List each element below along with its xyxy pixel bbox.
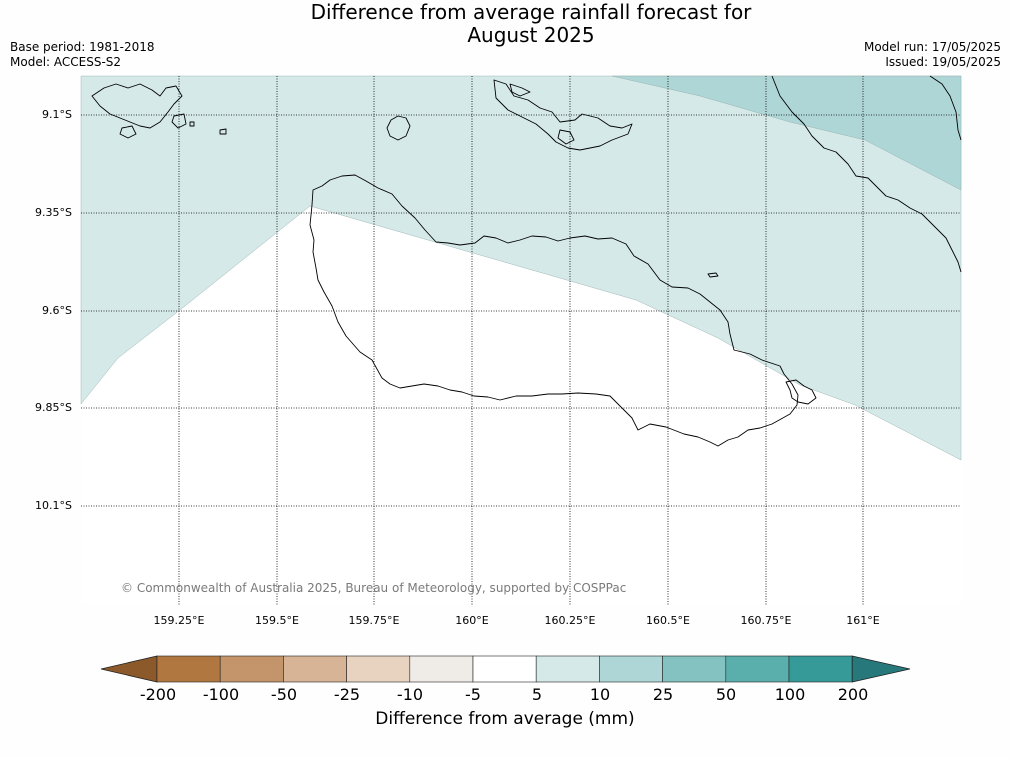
colorbar-title: Difference from average (mm) — [375, 709, 635, 729]
islet-east — [785, 379, 817, 405]
russell-islands — [91, 83, 183, 129]
colorbar-tick-label: -200 — [139, 685, 177, 704]
colorbar-segment — [219, 655, 284, 683]
russell-small-4 — [219, 128, 227, 135]
florida-islands — [493, 79, 633, 151]
lon-label: 160°E — [455, 614, 489, 627]
lat-label: 9.35°S — [35, 206, 72, 219]
lon-label: 161°E — [846, 614, 880, 627]
lon-label: 159.5°E — [255, 614, 299, 627]
anomaly-zone-10-25 — [611, 75, 962, 191]
colorbar-segment — [662, 655, 727, 683]
coastlines — [91, 75, 962, 447]
lon-label: 160.25°E — [544, 614, 596, 627]
colorbar-tick-label: 50 — [715, 685, 737, 704]
russell-small-3 — [189, 121, 195, 127]
map-title-line1: Difference from average rainfall forecas… — [310, 0, 752, 24]
colorbar-segment — [725, 655, 790, 683]
colorbar-segment — [535, 655, 600, 683]
meta-left: Base period: 1981-2018 Model: ACCESS-S2 — [10, 40, 155, 70]
lon-label: 159.75°E — [348, 614, 400, 627]
guadalcanal-island — [309, 174, 799, 447]
colorbar-tick-label: -10 — [396, 685, 424, 704]
nggela-islets — [509, 83, 575, 145]
model-name: Model: ACCESS-S2 — [10, 55, 122, 69]
lat-label: 10.1°S — [35, 499, 72, 512]
issued-date: Issued: 19/05/2025 — [885, 55, 1001, 69]
lat-label: 9.1°S — [42, 108, 72, 121]
lon-label: 160.75°E — [740, 614, 792, 627]
colorbar-segment — [283, 655, 347, 683]
malaita-north — [929, 75, 962, 141]
lon-label: 160.5°E — [646, 614, 690, 627]
colorbar-tick-label: 200 — [837, 685, 869, 704]
colorbar-segment — [599, 655, 663, 683]
malaita-island — [771, 75, 962, 273]
savo-island — [386, 115, 411, 141]
colorbar-tick-label: -100 — [202, 685, 240, 704]
map-title-line2: August 2025 — [467, 23, 595, 47]
lon-label: 159.25°E — [153, 614, 205, 627]
model-run: Model run: 17/05/2025 — [863, 40, 1001, 54]
colorbar-segment — [346, 655, 411, 683]
lat-label: 9.6°S — [42, 304, 72, 317]
colorbar-tick-label: 25 — [652, 685, 674, 704]
colorbar-segment — [788, 655, 853, 683]
anomaly-zone-5-10 — [80, 75, 962, 461]
colorbar-extend-low — [100, 655, 158, 683]
colorbar-segment — [472, 655, 537, 683]
colorbar-segment — [156, 655, 221, 683]
meta-right: Model run: 17/05/2025 Issued: 19/05/2025 — [864, 40, 1001, 70]
copyright-notice: © Commonwealth of Australia 2025, Bureau… — [121, 581, 627, 595]
colorbar-tick-label: 5 — [531, 685, 543, 704]
russell-small-2 — [171, 113, 187, 129]
islet-small — [707, 272, 719, 278]
colorbar-tick-label: -50 — [270, 685, 298, 704]
colorbar-tick-label: -25 — [333, 685, 361, 704]
graticule — [81, 76, 961, 605]
colorbar-extend-high — [851, 655, 911, 683]
lat-label: 9.85°S — [35, 401, 72, 414]
colorbar-tick-label: 10 — [589, 685, 611, 704]
colorbar-segment — [409, 655, 474, 683]
base-period: Base period: 1981-2018 — [10, 40, 155, 54]
colorbar-tick-label: 100 — [774, 685, 806, 704]
russell-small-1 — [119, 125, 137, 139]
colorbar-tick-label: -5 — [465, 685, 481, 704]
